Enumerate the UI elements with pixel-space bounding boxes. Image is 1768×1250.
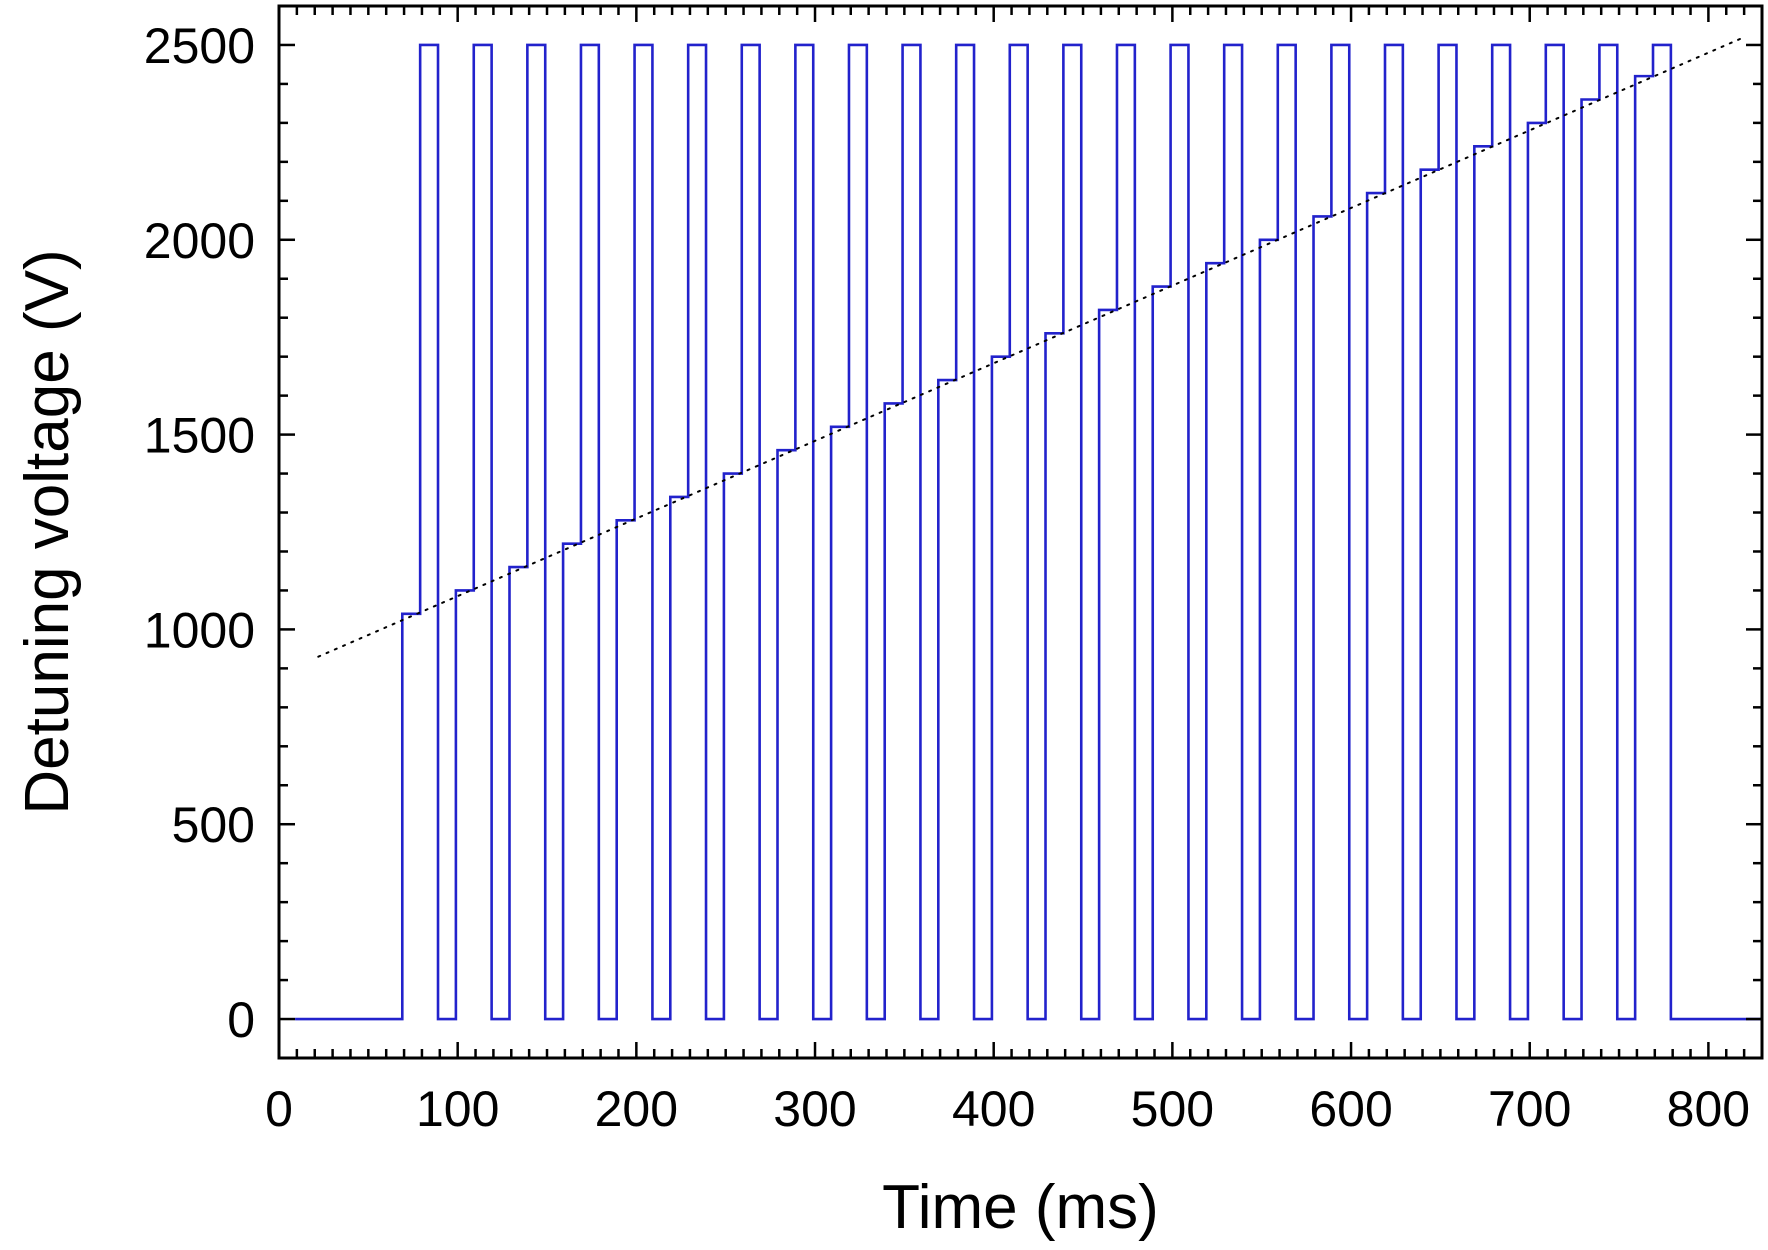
y-tick-label: 1500 [144,408,255,464]
trend-line [317,36,1746,658]
y-tick-label: 2000 [144,213,255,269]
y-tick-label: 500 [172,797,255,853]
y-tick-label: 1000 [144,602,255,658]
x-tick-label: 600 [1309,1081,1392,1137]
x-tick-label: 100 [416,1081,499,1137]
y-tick-label: 0 [227,992,255,1048]
pulse-series-line [295,43,1762,1021]
x-tick-label: 700 [1488,1081,1571,1137]
y-tick-label: 2500 [144,18,255,74]
x-tick-label: 800 [1667,1081,1750,1137]
axis-ticks [277,4,1764,1060]
x-axis-title: Time (ms) [882,1173,1159,1242]
plot-area [295,36,1762,1021]
x-tick-label: 300 [773,1081,856,1137]
x-tick-label: 500 [1131,1081,1214,1137]
x-tick-label: 0 [265,1081,293,1137]
x-tick-label: 200 [595,1081,678,1137]
plot-frame [277,4,1764,1060]
x-tick-label: 400 [952,1081,1035,1137]
tick-labels: 0 100 200 300 400 500 600 700 800 0 500 1000 1500 200… [144,18,1750,1137]
y-axis-title: Detuning voltage (V) [13,249,82,814]
